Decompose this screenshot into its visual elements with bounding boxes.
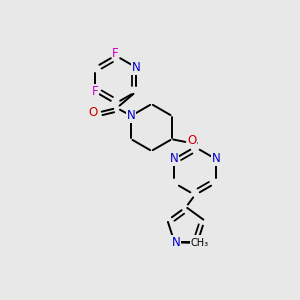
Text: N: N [132, 61, 141, 74]
Text: N: N [170, 152, 178, 166]
Text: CH₃: CH₃ [191, 238, 209, 248]
Text: N: N [127, 109, 136, 122]
Text: N: N [172, 236, 180, 249]
Text: F: F [112, 47, 119, 61]
Text: F: F [92, 85, 98, 98]
Text: N: N [192, 236, 200, 249]
Text: O: O [188, 134, 197, 147]
Text: O: O [88, 106, 98, 119]
Text: N: N [212, 152, 220, 166]
